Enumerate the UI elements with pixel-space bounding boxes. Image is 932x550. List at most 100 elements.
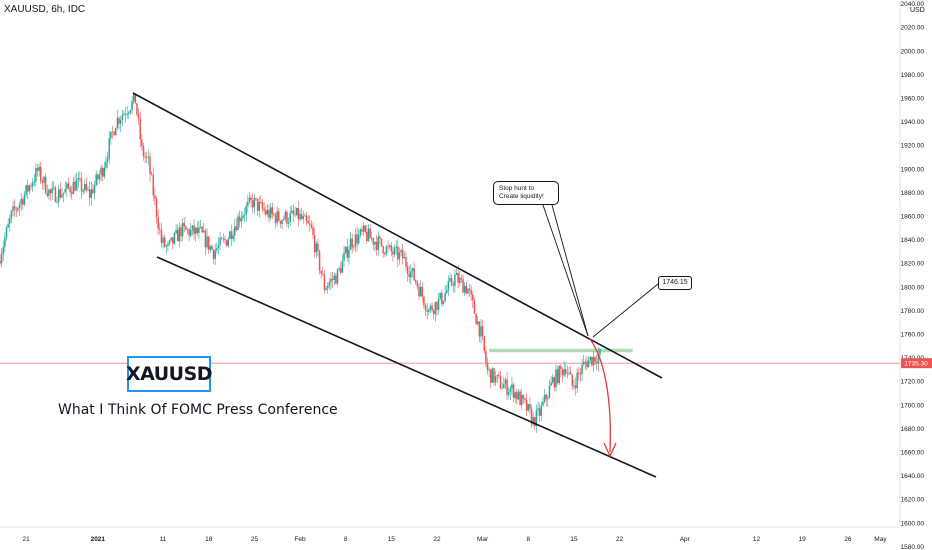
candle-body [118, 117, 120, 124]
candle-body [35, 168, 37, 182]
candle-body [543, 394, 546, 402]
price-axis[interactable]: 2040.00 2020.00 2000.00 1980.00 1960.00 1940.… [899, 0, 925, 550]
candle-body [561, 369, 564, 376]
annotation-subtitle: What I Think Of FOMC Press Conference [58, 402, 338, 418]
candle-body [493, 368, 495, 383]
candle-body [57, 189, 60, 202]
price-tick-label: 1680.00 [901, 426, 925, 433]
candle-body [454, 275, 456, 286]
candle-body [111, 131, 114, 133]
price-tick-label: 1780.00 [901, 308, 925, 315]
candle-body [419, 286, 422, 297]
candle-body [364, 225, 366, 233]
candle-body [191, 225, 194, 230]
candle-body [599, 349, 601, 355]
candle-body [574, 385, 577, 389]
candle-body [302, 216, 305, 219]
candle-body [439, 292, 441, 299]
candle-body [569, 372, 572, 375]
candle-body [115, 128, 117, 136]
candle-body [152, 174, 155, 196]
candle-body [299, 214, 301, 220]
time-tick-label: 12 [753, 536, 761, 543]
candle-body [180, 227, 182, 237]
candle-body [206, 236, 208, 248]
stop-hunt-pointer-b [542, 204, 589, 337]
candle-body [418, 286, 420, 297]
candle-body [230, 231, 233, 239]
time-tick-label: 15 [570, 536, 578, 543]
candle-body [338, 268, 340, 270]
candle-body [188, 229, 190, 236]
candle-body [286, 211, 288, 224]
candle-body [279, 220, 282, 224]
candle-body [336, 269, 339, 284]
candle-body [92, 189, 94, 194]
candle-body [297, 208, 300, 220]
time-axis[interactable]: 21 2021 11 18 25 Feb 8 15 22 Mar 8 15 22 Apr 12 19 26 May [0, 526, 900, 543]
candle-body [36, 168, 39, 171]
candle-body [374, 241, 376, 245]
candle-body [155, 198, 158, 218]
candle-body [268, 209, 270, 218]
candle-body [26, 185, 29, 192]
candle-body [584, 361, 587, 363]
candle-body [258, 201, 260, 211]
time-tick-label: May [874, 536, 887, 543]
price-callout-pointer [592, 283, 659, 338]
candle-body [46, 192, 49, 196]
candle-body [43, 176, 45, 183]
candle-body [558, 366, 560, 384]
candle-body [87, 189, 89, 191]
time-tick-label: Feb [294, 536, 306, 543]
candle-body [199, 226, 202, 228]
candle-body [406, 266, 409, 274]
time-tick-label: 25 [251, 536, 259, 543]
symbol-title[interactable]: XAUUSD, 6h, IDC [4, 4, 86, 15]
candle-body [291, 210, 293, 213]
candle-body [465, 285, 468, 294]
candle-body [209, 245, 212, 250]
candle-body [269, 207, 272, 218]
candle-body [530, 408, 533, 425]
candle-body [488, 369, 490, 371]
price-tick-label: 1720.00 [901, 379, 925, 386]
candle-body [2, 246, 5, 255]
candle-body [408, 273, 410, 278]
candle-body [247, 201, 249, 206]
candle-body [305, 215, 308, 221]
candle-body [375, 241, 378, 250]
candle-body [295, 208, 298, 216]
forecast-arrow-curve [589, 338, 611, 453]
candle-body [234, 226, 236, 236]
candle-body [48, 189, 50, 196]
symbol-box: XAUUSD [126, 356, 213, 392]
candle-body [44, 176, 47, 193]
candle-body [333, 275, 335, 281]
candle-body [216, 248, 218, 251]
candle-body [61, 194, 63, 198]
candle-body [292, 210, 295, 215]
candle-body [527, 404, 530, 411]
candle-body [196, 227, 199, 234]
current-price-badge: 1735.30 [901, 358, 932, 369]
candle-body [346, 246, 349, 258]
candle-body [545, 394, 547, 400]
candle-body [150, 173, 153, 175]
candle-body [93, 185, 96, 194]
candle-body [335, 275, 337, 284]
time-tick-label: 8 [526, 536, 530, 543]
candle-body [478, 321, 481, 337]
candle-body [220, 237, 223, 240]
candle-body [444, 293, 446, 301]
candle-body [186, 229, 189, 231]
candle-body [38, 166, 40, 171]
candle-body [250, 197, 252, 201]
candle-body [401, 250, 404, 259]
candle-body [344, 246, 347, 254]
price-tick-label: 1940.00 [901, 119, 925, 126]
candle-body [80, 178, 83, 192]
candle-body [540, 405, 543, 416]
candle-body [587, 360, 590, 368]
